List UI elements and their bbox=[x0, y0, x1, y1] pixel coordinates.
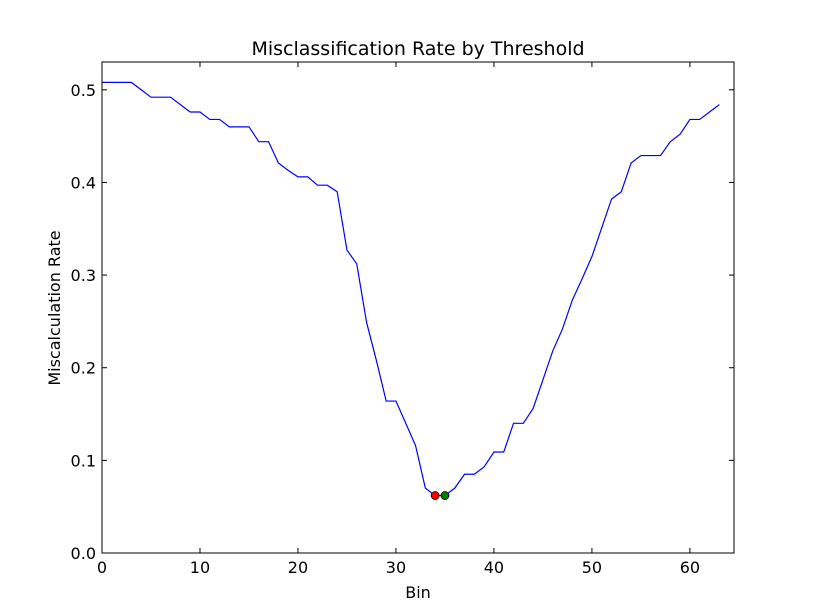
y-tick-label: 0.1 bbox=[71, 451, 96, 470]
y-axis-label: Miscalculation Rate bbox=[45, 230, 64, 385]
x-tick-label: 10 bbox=[190, 558, 210, 577]
x-tick-label: 40 bbox=[484, 558, 504, 577]
y-tick-label: 0.4 bbox=[71, 173, 96, 192]
y-axis: 0.0 0.1 0.2 0.3 0.4 0.5 bbox=[71, 81, 734, 563]
plot-frame bbox=[101, 61, 735, 554]
x-axis-label: Bin bbox=[405, 583, 431, 602]
marker-point-1 bbox=[440, 491, 450, 500]
x-tick-label: 20 bbox=[288, 558, 308, 577]
y-tick-label: 0.0 bbox=[71, 544, 96, 563]
y-tick-label: 0.3 bbox=[71, 266, 96, 285]
x-tick-label: 50 bbox=[582, 558, 602, 577]
x-tick-label: 30 bbox=[386, 558, 406, 577]
chart-title: Misclassification Rate by Threshold bbox=[251, 38, 584, 60]
y-tick-label: 0.2 bbox=[71, 359, 96, 378]
x-tick-label: 0 bbox=[97, 558, 107, 577]
marker-point-0 bbox=[430, 491, 440, 500]
series-line-0 bbox=[102, 81, 720, 497]
x-tick-label: 60 bbox=[680, 558, 700, 577]
y-tick-label: 0.5 bbox=[71, 81, 96, 100]
x-axis: 0 10 20 30 40 50 60 bbox=[97, 62, 700, 577]
plot-area bbox=[102, 81, 720, 500]
